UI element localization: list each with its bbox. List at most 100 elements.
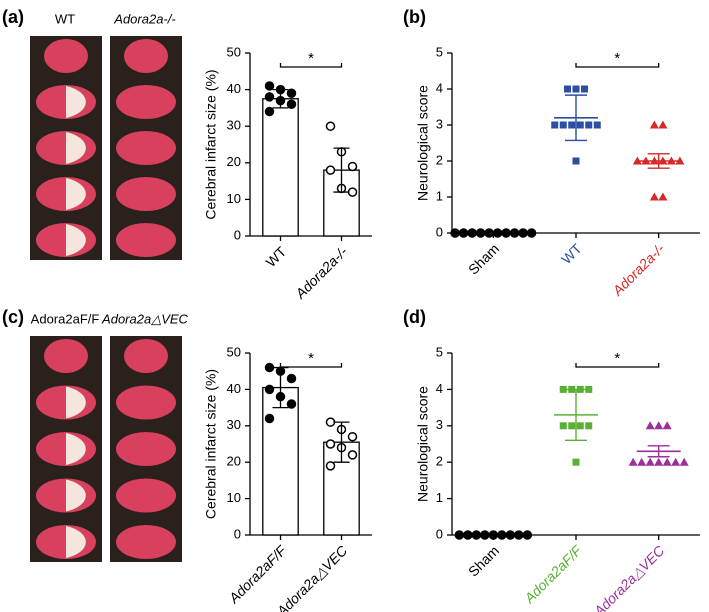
point	[568, 422, 576, 430]
point	[568, 121, 576, 129]
image-label: Adora2aF/F	[31, 311, 100, 326]
y-tick-label: 0	[234, 227, 241, 242]
point	[286, 99, 297, 109]
infarct	[66, 526, 86, 558]
brain-slice	[44, 39, 88, 73]
y-tick-label: 5	[436, 344, 443, 359]
y-tick-label: 50	[227, 44, 241, 59]
bar	[262, 98, 299, 237]
x-tick-label: WT	[263, 243, 290, 270]
error-bar	[333, 421, 350, 463]
y-tick-label: 0	[436, 224, 443, 239]
point	[585, 422, 593, 430]
point	[658, 120, 668, 129]
panel-label: (b)	[403, 7, 426, 27]
y-tick-label: 50	[227, 344, 241, 359]
brain-slice	[116, 131, 176, 165]
brain-slice	[116, 478, 176, 513]
point	[264, 384, 275, 395]
point	[564, 85, 571, 93]
point	[325, 417, 336, 427]
y-tick-label: 4	[436, 381, 443, 396]
x-tick-label: Adora2a-/-	[609, 240, 668, 299]
point	[679, 457, 689, 466]
infarct	[66, 479, 86, 512]
point	[572, 458, 580, 466]
error-bar	[565, 388, 587, 442]
point	[581, 85, 588, 93]
point	[347, 187, 358, 197]
point	[585, 385, 593, 393]
brain-slice	[116, 85, 176, 119]
point	[264, 413, 275, 424]
point	[286, 373, 297, 384]
point	[658, 192, 668, 201]
y-tick-label: 3	[436, 417, 443, 432]
brain-slice	[124, 39, 168, 73]
y-axis-label: Cerebral infarct size (%)	[203, 69, 219, 219]
point	[325, 165, 336, 175]
point	[264, 106, 275, 117]
point	[518, 228, 528, 238]
y-tick-label: 3	[436, 116, 443, 131]
significance-bracket	[575, 63, 660, 68]
y-axis-label: Neurological score	[415, 85, 431, 201]
point	[628, 457, 638, 466]
point	[526, 228, 537, 238]
significance-star: *	[308, 350, 314, 367]
y-tick-label: 20	[227, 454, 241, 469]
point	[559, 385, 567, 393]
point	[649, 192, 659, 201]
image-label: WT	[55, 11, 75, 26]
point	[551, 121, 559, 129]
panel-label: (c)	[2, 307, 24, 327]
error-bar	[272, 88, 289, 109]
point	[264, 92, 275, 102]
brain-slice	[116, 525, 176, 559]
point	[454, 530, 465, 540]
point	[645, 457, 655, 466]
point	[576, 422, 584, 430]
error-bar	[333, 147, 350, 193]
significance-star: *	[614, 50, 620, 67]
y-tick-label: 2	[436, 152, 443, 167]
error-bar	[647, 445, 670, 458]
error-bar	[565, 94, 587, 142]
x-tick-label: Adora2a△VEC	[590, 542, 668, 612]
bar	[262, 386, 299, 536]
x-tick-label: Adora2aF/F	[225, 541, 290, 606]
y-tick-label: 2	[436, 454, 443, 469]
brain-slice	[44, 339, 88, 373]
point	[347, 431, 358, 442]
significance-star: *	[308, 50, 314, 67]
point	[559, 422, 567, 430]
point	[593, 121, 601, 129]
point	[347, 161, 358, 172]
x-tick-label: WT	[558, 240, 585, 267]
y-tick-label: 30	[227, 118, 241, 133]
point	[264, 362, 275, 373]
significance-star: *	[614, 350, 620, 367]
image-label: Adora2a△VEC	[101, 311, 188, 326]
brain-slice	[116, 223, 176, 257]
y-tick-label: 1	[436, 188, 443, 203]
brain-slice	[124, 339, 168, 373]
point	[286, 399, 297, 409]
significance-bracket	[575, 363, 660, 368]
y-tick-label: 4	[436, 80, 443, 95]
point	[463, 530, 473, 540]
point	[585, 121, 593, 129]
point	[264, 81, 275, 91]
infarct	[66, 386, 86, 419]
x-tick-label: Adora2aF/F	[520, 541, 585, 606]
infarct	[66, 224, 86, 256]
significance-bracket	[279, 63, 343, 68]
point	[654, 421, 664, 430]
point	[347, 450, 358, 460]
point	[559, 121, 567, 129]
infarct	[66, 178, 86, 210]
point	[572, 157, 580, 165]
point	[325, 121, 336, 131]
point	[671, 457, 681, 466]
